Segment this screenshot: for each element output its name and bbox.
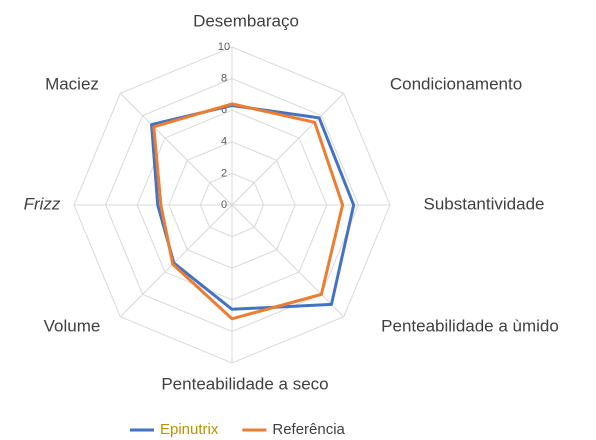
category-label: Desembaraço	[193, 11, 299, 30]
spoke	[119, 92, 233, 206]
category-label: Maciez	[45, 74, 99, 93]
r-tick-label: 10	[218, 41, 230, 53]
category-label: Penteabilidade a ùmido	[381, 316, 559, 335]
r-tick-label: 8	[221, 73, 227, 85]
spoke	[231, 92, 345, 206]
category-label: Frizz	[24, 194, 61, 213]
r-tick-label: 4	[221, 136, 227, 148]
category-label: Substantividade	[424, 194, 545, 213]
r-tick-label: 2	[221, 167, 227, 179]
spoke	[231, 204, 345, 318]
category-label: Condicionamento	[390, 74, 522, 93]
legend-label: Referência	[272, 421, 345, 438]
category-label: Volume	[44, 316, 101, 335]
spoke	[119, 204, 233, 318]
series-line	[150, 103, 356, 311]
r-tick-label: 6	[221, 104, 227, 116]
series-line	[152, 102, 345, 321]
r-tick-label: 0	[221, 199, 227, 211]
legend-label: Epinutrix	[160, 421, 219, 438]
category-label: Penteabilidade a seco	[161, 374, 328, 393]
